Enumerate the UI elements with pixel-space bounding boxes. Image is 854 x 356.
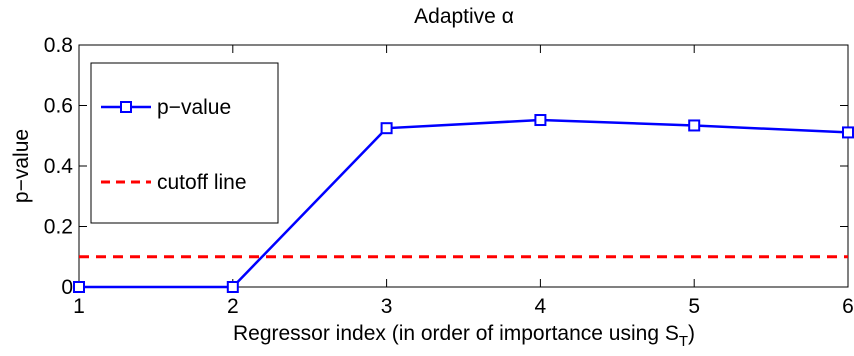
- p-value-marker: [534, 114, 547, 127]
- legend-box: [90, 62, 279, 224]
- y-axis-label: p−value: [10, 129, 33, 203]
- p-value-line: [79, 118, 849, 289]
- x-tick-label: 2: [227, 295, 239, 318]
- y-tick-label: 0.6: [44, 95, 73, 118]
- legend: p−value cutoff line: [90, 62, 279, 224]
- p-value-marker: [380, 122, 393, 135]
- x-tick-label: 6: [842, 295, 854, 318]
- y-tick-label: 0.4: [44, 155, 74, 178]
- x-axis-label-main: Regressor index (in order of importance …: [233, 322, 679, 345]
- y-tick-label: 0.8: [44, 34, 73, 57]
- y-axis-ticks: 0 0.2 0.4 0.6 0.8: [44, 34, 848, 299]
- x-tick-label: 3: [381, 295, 393, 318]
- x-axis-label-subscript: T: [679, 333, 688, 350]
- legend-label-p-value: p−value: [157, 96, 231, 119]
- legend-entries: p−value cutoff line: [101, 96, 247, 194]
- p-value-marker: [226, 281, 239, 293]
- p-value-marker: [73, 281, 85, 293]
- x-tick-label: 5: [688, 295, 700, 318]
- x-tick-label: 1: [73, 295, 85, 318]
- legend-label-cutoff: cutoff line: [157, 171, 247, 194]
- legend-marker-p-value: [120, 101, 132, 113]
- x-axis-label: Regressor index (in order of importance …: [233, 322, 695, 350]
- y-tick-label: 0.2: [44, 216, 73, 239]
- x-axis-label-suffix: ): [688, 322, 695, 345]
- x-tick-label: 4: [535, 295, 547, 318]
- series-layer: [73, 114, 854, 293]
- y-tick-label: 0: [61, 276, 73, 299]
- chart-title: Adaptive α: [414, 5, 514, 28]
- p-value-marker: [688, 119, 701, 132]
- x-axis-ticks: 1 2 3 4 5 6: [73, 45, 854, 318]
- p-value-marker: [842, 126, 854, 139]
